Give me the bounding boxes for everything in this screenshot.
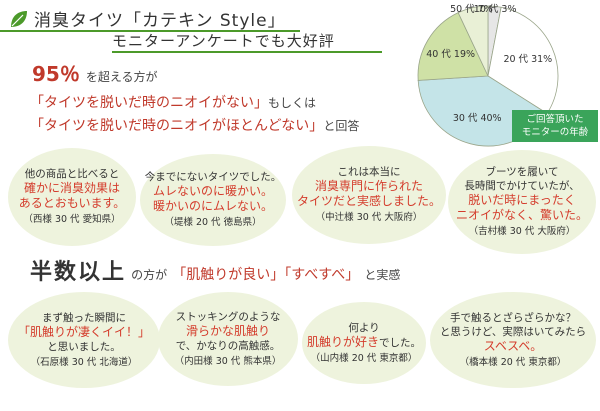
- bubble-highlight: タイツだと実感しました。: [296, 194, 441, 208]
- testimonial-bubble: まず触った瞬間に 「肌触りが凄くイイ！」 と思いました。 （石原様 30 代 北…: [8, 292, 160, 388]
- bubble-signature: （石原様 30 代 北海道）: [30, 356, 138, 368]
- bubble-text: まず触った瞬間に: [42, 311, 126, 324]
- bubble-highlight: 消臭専門に作られた: [314, 179, 423, 193]
- testimonial-bubble: 他の商品と比べると 確かに消臭効果は あるとおもいます。 （西様 30 代 愛知…: [8, 148, 136, 246]
- stat-percent: 95％: [32, 62, 80, 86]
- bubble-highlight: 脱いだ時にまったく: [468, 193, 576, 207]
- legend-tag-line-1: ご回答頂いた: [526, 114, 584, 125]
- section2-headline: 半数以上 の方が 「肌触りが良い」「すべすべ」 と実感: [30, 254, 400, 286]
- stat-suffix: を超える方が: [85, 70, 158, 84]
- page-title: 消臭タイツ「カテキン Style」: [34, 11, 286, 31]
- section2-big: 半数以上: [30, 260, 127, 285]
- testimonial-bubble: ストッキングのような 滑らかな肌触り で、かなりの高触感。 （内田様 30 代 …: [158, 292, 298, 386]
- bubble-text: これは本当に: [337, 166, 401, 178]
- testimonial-bubble: 手で触るとざらざらかな？ と思うけど、実際はいてみたら スベスベ。 （橋本様 2…: [430, 292, 596, 388]
- subtitle-underline: [112, 51, 382, 53]
- bubble-text: 長時間でかけていたが、: [464, 180, 580, 192]
- bubble-text: ブーツを履いて: [485, 166, 559, 178]
- bubble-text: 何より: [348, 321, 380, 334]
- quote-1-rest: もしくは: [268, 96, 317, 110]
- section2-tail: と実感: [364, 268, 401, 282]
- pie-legend-tag: ご回答頂いた モニターの年齢: [512, 110, 598, 142]
- bubble-signature: （西様 30 代 愛知県）: [23, 214, 121, 225]
- quote-line-2: 「タイツを脱いだ時のニオイがほとんどない」と回答: [30, 115, 359, 135]
- pie-slice-5: [457, 5, 489, 77]
- bubble-text: 他の商品と比べると: [24, 168, 120, 180]
- quote-2-rest: と回答: [323, 119, 360, 133]
- quote-1: 「タイツを脱いだ時のニオイがない」: [30, 95, 268, 111]
- bubble-signature: （堤様 20 代 徳島県）: [164, 217, 262, 228]
- testimonial-bubble: ブーツを履いて 長時間でかけていたが、 脱いだ時にまったく ニオイがなく、驚いた…: [448, 150, 596, 254]
- bubble-text: で、かなりの高触感。: [175, 339, 281, 352]
- title-underline: [0, 30, 300, 32]
- bubble-highlight: 暖かいのにムレない。: [152, 199, 273, 213]
- section2-quote-1: 「肌触りが良い」: [172, 267, 285, 283]
- bubble-highlight: 確かに消臭効果は: [23, 181, 120, 195]
- pie-label-5: 50 代 7%: [450, 4, 493, 15]
- quote-2: 「タイツを脱いだ時のニオイがほとんどない」: [30, 118, 324, 134]
- bubble-highlight: あるとおもいます。: [18, 196, 126, 210]
- leaf-icon: [11, 11, 27, 27]
- bubble-signature: （吉村様 30 代 大阪府）: [468, 226, 576, 237]
- bubble-highlight: ニオイがなく、驚いた。: [455, 208, 588, 222]
- pie-slice-4: [417, 12, 489, 81]
- bubble-highlight: 「肌触りが凄くイイ！」: [17, 324, 150, 339]
- bubble-signature: （山内様 20 代 東京都）: [310, 352, 418, 364]
- page-subtitle: モニターアンケートでも大好評: [112, 32, 335, 50]
- testimonial-bubble: 今までにないタイツでした。 ムレないのに暖かい。 暖かいのにムレない。 （堤様 …: [140, 154, 286, 246]
- bubble-highlight: 肌触りが好き: [306, 334, 379, 349]
- quote-line-1: 「タイツを脱いだ時のニオイがない」もしくは: [30, 92, 316, 112]
- pie-label-3: 30 代 40%: [453, 113, 502, 124]
- stat-headline: 95％ を超える方が: [32, 58, 157, 87]
- bubble-signature: （中辻様 30 代 大阪府）: [315, 212, 423, 223]
- bubble-signature: （橋本様 20 代 東京都）: [459, 356, 567, 368]
- section2-quote-2: 「すべすべ」: [284, 267, 360, 283]
- bubble-signature: （内田様 30 代 熊本県）: [174, 355, 282, 367]
- bubble-text: でした。: [379, 336, 421, 349]
- pie-label-4: 40 代 19%: [426, 49, 475, 60]
- pie-label-2: 20 代 31%: [503, 54, 552, 65]
- bubble-highlight: 滑らかな肌触り: [185, 323, 270, 338]
- bubble-text: 今までにないタイツでした。: [144, 171, 282, 183]
- testimonial-bubble: これは本当に 消臭専門に作られた タイツだと実感しました。 （中辻様 30 代 …: [292, 146, 446, 244]
- legend-tag-line-2: モニターの年齢: [521, 127, 589, 138]
- bubble-highlight: スベスベ。: [483, 338, 543, 353]
- bubble-highlight: ムレないのに暖かい。: [152, 184, 273, 198]
- section2-mid: の方が: [131, 268, 168, 282]
- testimonial-bubble: 何より 肌触りが好きでした。 （山内様 20 代 東京都）: [302, 302, 426, 384]
- bubble-text: と思いました。: [47, 340, 121, 353]
- bubble-text: と思うけど、実際はいてみたら: [439, 325, 587, 338]
- bubble-text: ストッキングのような: [175, 310, 281, 323]
- pie-label-1: 10 代 3%: [474, 4, 517, 15]
- bubble-text: 手で触るとざらざらかな？: [450, 311, 576, 324]
